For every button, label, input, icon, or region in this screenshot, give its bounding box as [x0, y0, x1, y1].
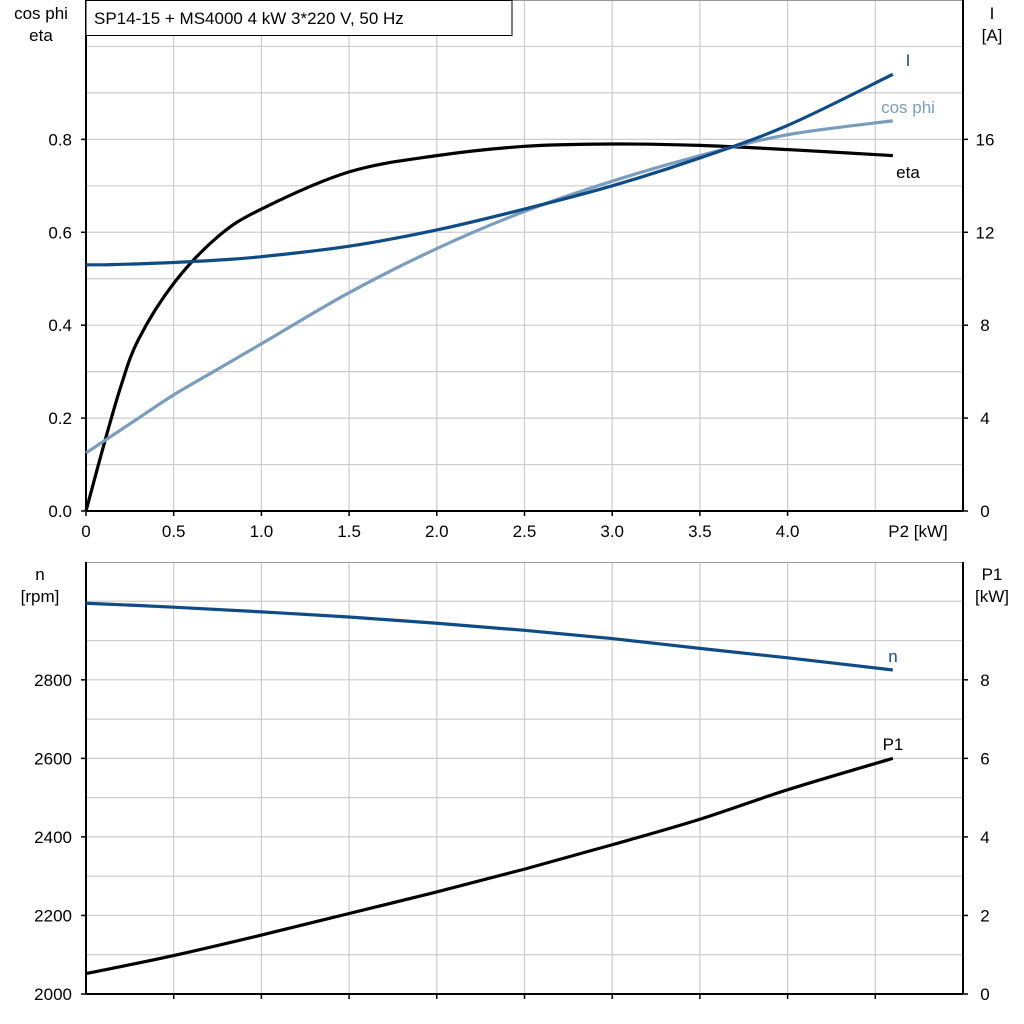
right-tick-label: 12: [976, 223, 995, 242]
series-p1-line: [85, 756, 894, 976]
series-cos-phi-label: cos phi: [881, 98, 935, 117]
x-tick-label: 0: [81, 522, 90, 541]
left-tick-label: 2600: [34, 749, 72, 768]
right-tick-label: 0: [980, 985, 989, 1004]
right-axis-label: I: [990, 4, 995, 23]
series-i-label: I: [906, 51, 911, 70]
x-tick-label: 1.5: [337, 522, 361, 541]
left-axis-label: cos phi: [14, 4, 68, 23]
left-tick-label: 2800: [34, 671, 72, 690]
series-i-line: [85, 72, 894, 267]
left-tick-label: 2400: [34, 828, 72, 847]
title-box: [85, 0, 513, 36]
x-tick-label: 2.5: [513, 522, 537, 541]
x-tick-label: 3.0: [600, 522, 624, 541]
series-eta-label: eta: [896, 163, 920, 182]
series-eta-line: [84, 142, 893, 512]
x-tick-label: 4.0: [776, 522, 800, 541]
chart-title: SP14-15 + MS4000 4 kW 3*220 V, 50 Hz: [94, 9, 404, 28]
right-tick-label: 16: [976, 130, 995, 149]
left-axis-label: [rpm]: [21, 587, 60, 606]
right-axis-label: [A]: [982, 26, 1003, 45]
series-n-label: n: [888, 647, 897, 666]
left-tick-label: 0.6: [48, 223, 72, 242]
right-tick-label: 6: [980, 749, 989, 768]
x-axis-label: P2 [kW]: [888, 522, 948, 541]
x-tick-label: 2.0: [425, 522, 449, 541]
right-tick-label: 4: [980, 828, 989, 847]
series-n-line: [85, 601, 894, 672]
series-p1-label: P1: [883, 735, 904, 754]
left-axis-label: eta: [29, 26, 53, 45]
right-tick-label: 8: [980, 671, 989, 690]
right-tick-label: 4: [980, 409, 989, 428]
left-tick-label: 0.2: [48, 409, 72, 428]
x-tick-label: 0.5: [162, 522, 186, 541]
left-axis-label: n: [35, 565, 44, 584]
left-tick-label: 0.0: [48, 502, 72, 521]
left-tick-label: 0.4: [48, 316, 72, 335]
right-tick-label: 2: [980, 906, 989, 925]
left-tick-label: 2000: [34, 985, 72, 1004]
right-axis-label: P1: [982, 565, 1003, 584]
right-axis-label: [kW]: [975, 587, 1009, 606]
right-tick-label: 0: [980, 502, 989, 521]
left-tick-label: 0.8: [48, 130, 72, 149]
x-tick-label: 1.0: [250, 522, 274, 541]
right-tick-label: 8: [980, 316, 989, 335]
series-cos-phi-line: [85, 119, 894, 455]
x-tick-label: 3.5: [688, 522, 712, 541]
left-tick-label: 2200: [34, 906, 72, 925]
